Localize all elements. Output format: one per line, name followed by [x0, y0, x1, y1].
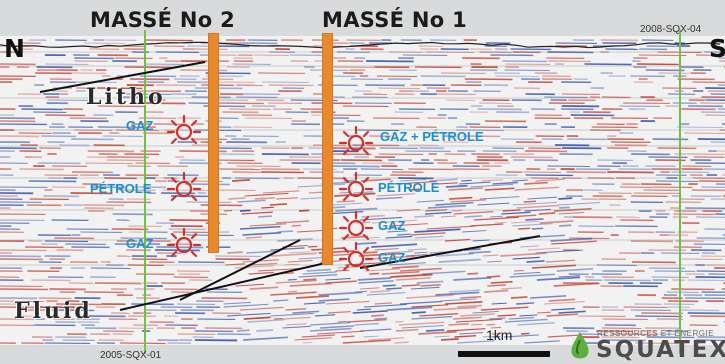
line-id-top-right: 2008-SQX-04 [640, 24, 702, 35]
annotation-arrow [179, 239, 301, 301]
show-label-well1-gaz-petrole: GAZ + PÉTROLE [380, 129, 484, 144]
show-label-well1-petrole: PÉTROLE [378, 180, 440, 195]
well-bar-masse-1 [322, 33, 333, 265]
gas-burst-icon [166, 226, 202, 262]
scale-bar-label: 1km [486, 327, 513, 343]
well-title-masse-1: MASSÉ No 1 [322, 8, 468, 32]
well-title-masse-2: MASSÉ No 2 [90, 8, 236, 32]
well-bar-masse-2 [208, 33, 219, 253]
gas-burst-icon [338, 170, 374, 206]
logo-tagline: RESSOURCES ET ÉNERGIE [597, 329, 715, 338]
show-label-well2-gaz-1: GAZ [126, 118, 154, 133]
show-label-well2-gaz-2: GAZ [126, 236, 154, 251]
gas-burst-icon [166, 170, 202, 206]
annotation-arrow [359, 235, 541, 269]
logo-name: SQUATEX [596, 337, 725, 363]
annotation-arrow [119, 261, 331, 311]
compass-north: N [4, 34, 25, 63]
compass-south: S [709, 34, 725, 63]
line-id-bottom-left: 2005-SQX-01 [100, 350, 162, 361]
show-label-well1-gaz-2: GAZ [378, 250, 406, 265]
gas-burst-icon [338, 124, 374, 160]
gas-burst-icon [166, 113, 202, 149]
gas-burst-icon [338, 240, 374, 276]
seismic-reflectors [0, 30, 725, 354]
annotation-arrow [39, 61, 206, 93]
oil-drop-icon [571, 332, 589, 359]
interpretation-label-fluid: Fluid [14, 298, 93, 324]
show-label-well2-petrole: PÉTROLE [90, 181, 152, 196]
scale-bar [458, 351, 550, 357]
interpretation-label-litho: Litho [86, 84, 166, 110]
show-label-well1-gaz-1: GAZ [378, 218, 406, 233]
